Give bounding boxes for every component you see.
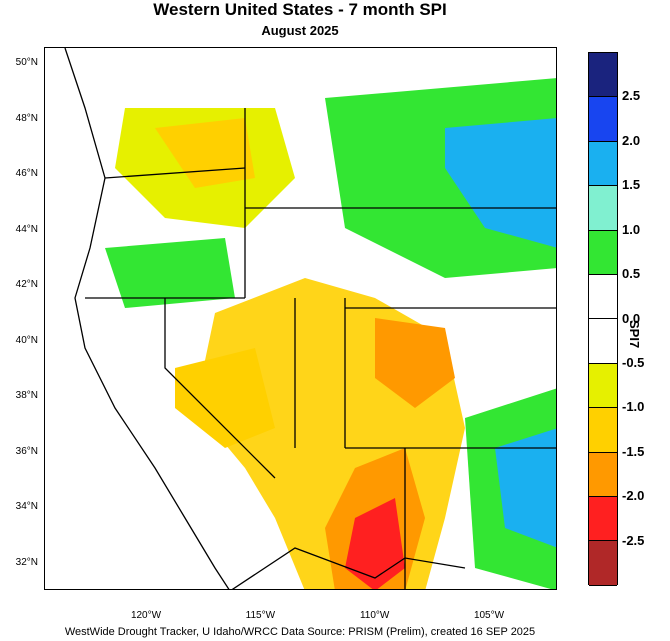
- pacific-coastline: [64, 48, 230, 589]
- longitude-label: 115°W: [245, 610, 276, 621]
- dry-region-nevada: [175, 348, 275, 448]
- colorbar-tick-label: 0.5: [622, 266, 641, 282]
- very-wet-montana: [445, 118, 556, 248]
- latitude-label: 38°N: [15, 390, 38, 402]
- colorbar-segment: [589, 363, 617, 409]
- latitude-label: 48°N: [15, 112, 38, 124]
- longitude-label: 105°W: [473, 610, 505, 621]
- colorbar-tick-label: 0.0: [622, 310, 641, 326]
- us-mexico-border: [231, 547, 466, 589]
- latitude-label: 42°N: [15, 279, 38, 291]
- state-border-nv-ca: [164, 298, 276, 479]
- map-title: Western United States - 7 month SPI: [153, 0, 447, 19]
- colorbar-segment: [589, 497, 617, 542]
- latitude-label: 50°N: [15, 57, 38, 68]
- latitude-label: 44°N: [15, 223, 38, 235]
- latitude-label: 36°N: [15, 445, 38, 457]
- map-canvas: [64, 48, 556, 589]
- colorbar-tick-label: 2.0: [622, 132, 641, 148]
- longitude-label: 120°W: [130, 610, 162, 621]
- colorbar-tick-label: -1.0: [622, 399, 645, 415]
- map-subtitle: August 2025: [261, 23, 339, 38]
- dry-region-oregon: [155, 118, 255, 188]
- colorbar-segment: [589, 275, 617, 320]
- colorbar-tick-label: -1.5: [622, 443, 645, 459]
- longitude-label: 110°W: [359, 610, 390, 621]
- colorbar-tick-label: -2.5: [622, 532, 645, 548]
- source-credit: WestWide Drought Tracker, U Idaho/WRCC D…: [64, 626, 536, 638]
- colorbar-tick-label: -2.0: [622, 488, 645, 504]
- latitude-label: 40°N: [15, 334, 38, 346]
- severe-dry-colorado: [375, 318, 455, 408]
- state-border-wa-or: [104, 167, 246, 179]
- colorbar-segment: [589, 452, 617, 498]
- colorbar-segment: [589, 141, 617, 187]
- latitude-label: 46°N: [15, 168, 38, 180]
- colorbar-tick-label: -0.5: [622, 354, 645, 370]
- colorbar-tick-label: 1.0: [622, 221, 641, 237]
- colorbar-segment: [589, 408, 617, 453]
- colorbar-segment: [589, 541, 617, 586]
- colorbar-segment: [589, 97, 617, 142]
- spi-colorbar: [588, 52, 618, 586]
- extreme-dry-arizona: [345, 498, 405, 589]
- colorbar-segment: [589, 186, 617, 231]
- spi-field: [105, 78, 556, 589]
- spi-map: [44, 47, 557, 590]
- latitude-label: 32°N: [15, 557, 38, 568]
- colorbar-segment: [589, 53, 617, 98]
- colorbar-title: SPI7: [627, 320, 642, 349]
- very-wet-southern-plains: [495, 428, 556, 548]
- colorbar-segment: [589, 319, 617, 364]
- colorbar-tick-label: 2.5: [622, 88, 641, 104]
- colorbar-tick-label: 1.5: [622, 177, 641, 193]
- wet-region-idaho: [105, 238, 235, 308]
- latitude-label: 34°N: [15, 501, 38, 513]
- colorbar-segment: [589, 230, 617, 276]
- boundaries: [64, 48, 556, 589]
